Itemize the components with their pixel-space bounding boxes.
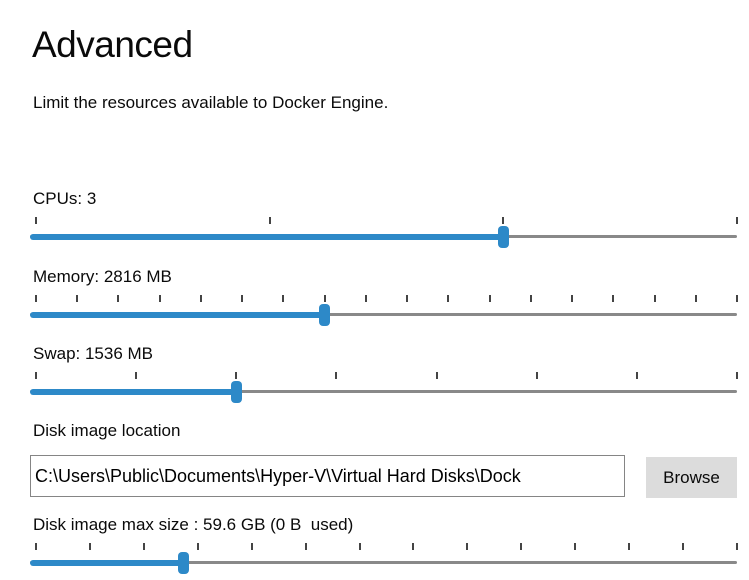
tick-mark [466, 543, 469, 550]
tick-mark [268, 217, 271, 224]
disk-max-size-slider-group: Disk image max size : 59.6 GB (0 B used) [30, 515, 738, 577]
tick-mark [529, 295, 532, 302]
tick-mark [158, 295, 161, 302]
tick-mark [76, 295, 79, 302]
tick-mark [736, 217, 738, 224]
tick-mark [628, 543, 631, 550]
memory-tick-marks [30, 295, 738, 302]
tick-mark [235, 372, 238, 379]
memory-slider[interactable] [30, 295, 738, 329]
disk-max-size-label: Disk image max size : 59.6 GB (0 B used) [33, 515, 354, 534]
disk-max-slider-fill[interactable] [30, 560, 184, 566]
browse-button[interactable]: Browse [646, 457, 737, 498]
tick-mark [282, 295, 285, 302]
tick-mark [571, 295, 574, 302]
tick-mark [653, 295, 656, 302]
tick-mark [196, 543, 199, 550]
cpus-tick-marks [30, 217, 738, 224]
tick-mark [736, 295, 738, 302]
tick-mark [682, 543, 685, 550]
tick-mark [736, 543, 738, 550]
tick-mark [364, 295, 367, 302]
tick-mark [199, 295, 202, 302]
swap-tick-marks [30, 372, 738, 379]
tick-mark [412, 543, 415, 550]
tick-mark [502, 217, 505, 224]
cpus-slider-thumb[interactable] [497, 226, 509, 248]
swap-slider-group: Swap: 1536 MB [30, 344, 738, 406]
swap-value-label: Swap: 1536 MB [33, 344, 154, 363]
memory-slider-fill[interactable] [30, 312, 325, 318]
cpus-slider-group: CPUs: 3 [30, 189, 738, 251]
tick-mark [520, 543, 523, 550]
tick-mark [35, 295, 37, 302]
disk-max-slider-thumb[interactable] [178, 552, 190, 574]
tick-mark [736, 372, 738, 379]
tick-mark [142, 543, 145, 550]
tick-mark [635, 372, 638, 379]
tick-mark [335, 372, 338, 379]
tick-mark [447, 295, 450, 302]
cpus-value-label: CPUs: 3 [33, 189, 97, 208]
memory-slider-track[interactable] [30, 313, 737, 316]
memory-value-label: Memory: 2816 MB [33, 267, 172, 286]
tick-mark [135, 372, 138, 379]
tick-mark [488, 295, 491, 302]
swap-slider-track[interactable] [30, 390, 737, 393]
cpus-slider-fill[interactable] [30, 234, 504, 240]
swap-slider-thumb[interactable] [230, 381, 242, 403]
tick-mark [88, 543, 91, 550]
memory-slider-thumb[interactable] [319, 304, 331, 326]
tick-mark [323, 295, 326, 302]
tick-mark [241, 295, 244, 302]
tick-mark [694, 295, 697, 302]
disk-max-slider-track[interactable] [30, 561, 737, 564]
disk-image-location-input[interactable] [30, 455, 625, 497]
cpus-slider[interactable] [30, 217, 738, 251]
swap-slider[interactable] [30, 372, 738, 406]
swap-slider-fill[interactable] [30, 389, 237, 395]
tick-mark [574, 543, 577, 550]
page-title: Advanced [32, 24, 193, 65]
tick-mark [358, 543, 361, 550]
tick-mark [35, 217, 37, 224]
page-description: Limit the resources available to Docker … [33, 93, 389, 112]
tick-mark [250, 543, 253, 550]
tick-mark [117, 295, 120, 302]
disk-image-location-label: Disk image location [33, 421, 181, 440]
disk-max-tick-marks [30, 543, 738, 550]
tick-mark [435, 372, 438, 379]
tick-mark [35, 543, 37, 550]
tick-mark [406, 295, 409, 302]
tick-mark [35, 372, 37, 379]
tick-mark [535, 372, 538, 379]
memory-slider-group: Memory: 2816 MB [30, 267, 738, 329]
tick-mark [612, 295, 615, 302]
disk-max-size-slider[interactable] [30, 543, 738, 577]
tick-mark [304, 543, 307, 550]
